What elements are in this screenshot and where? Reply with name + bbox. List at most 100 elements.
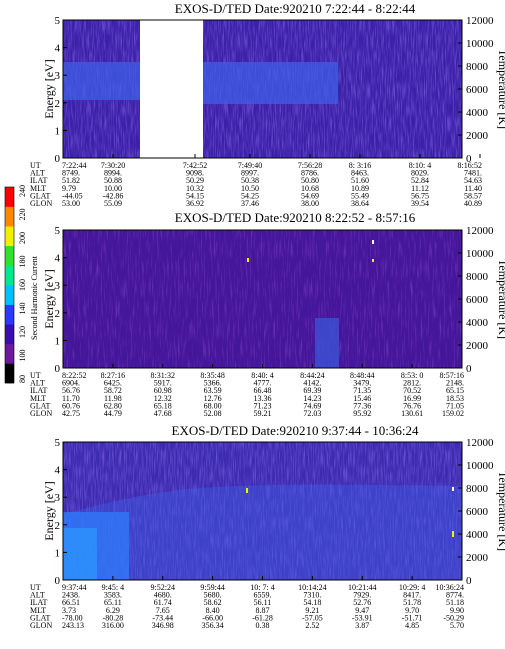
y-tick-label: 3 (55, 492, 61, 504)
table-cell: 52.84 (411, 176, 429, 185)
panel-1-data-gap (140, 20, 203, 158)
table-cell: -53.91 (352, 613, 373, 622)
table-cell: 56.76 (62, 386, 80, 395)
table-cell: 3.87 (355, 621, 369, 630)
table-cell: 8997. (241, 169, 259, 178)
table-row-label: GLON (30, 409, 52, 418)
table-cell: 7:30:20 (101, 161, 125, 170)
panel-3-y2label: Temperature [K] (496, 471, 505, 551)
panel-2-texture (63, 230, 462, 368)
colorbar-cell (5, 363, 14, 384)
table-cell: 8: 3:16 (349, 161, 371, 170)
table-cell: 4142. (303, 379, 321, 388)
table-cell: 54.69 (301, 191, 319, 200)
panel-3-ylabel: Energy [eV] (42, 481, 56, 540)
table-cell: 2.52 (305, 621, 319, 630)
table-cell: 12.32 (154, 394, 172, 403)
table-cell: 7.65 (156, 606, 170, 615)
table-cell: 9:59:44 (200, 583, 224, 592)
table-cell: 8:22:52 (62, 371, 86, 380)
table-cell: 5680. (204, 591, 222, 600)
y2-tick-label: 4000 (466, 107, 489, 119)
y2-tick-label: 8000 (466, 271, 489, 283)
table-cell: 9098. (186, 169, 204, 178)
table-cell: 44.79 (104, 409, 122, 418)
y2-tick-label: 8000 (466, 61, 489, 73)
table-cell: 63.59 (204, 386, 222, 395)
table-cell: 54.63 (464, 176, 482, 185)
y-tick-label: 0 (55, 575, 61, 587)
panel-3-envelope (63, 484, 462, 580)
panel-1-y2-axis: 0 2000 4000 6000 8000 10000 12000 (458, 15, 494, 165)
table-row-label: MLT (30, 394, 46, 403)
table-cell: 8.40 (206, 606, 220, 615)
colorbar-tick-label: 220 (18, 209, 27, 221)
colorbar-cell (5, 343, 14, 364)
table-cell: 243.13 (62, 621, 84, 630)
panel-2-y-axis: 0 1 2 3 4 5 (55, 225, 67, 375)
y2-tick-label: 0 (466, 363, 472, 375)
table-cell: 9.79 (62, 184, 76, 193)
table-row-label: ALT (30, 379, 45, 388)
table-cell: 0.38 (256, 621, 270, 630)
table-cell: -42.86 (103, 191, 124, 200)
table-cell: 58.72 (104, 386, 122, 395)
table-cell: 40.89 (464, 199, 482, 208)
table-cell: 65.18 (154, 401, 172, 410)
panel-3-spot-3 (452, 531, 454, 537)
table-cell: 7310. (303, 591, 321, 600)
panel-2-spot-1 (247, 258, 249, 262)
table-cell: 14.23 (303, 394, 321, 403)
table-cell: 42.75 (62, 409, 80, 418)
table-row-label: ILAT (30, 386, 47, 395)
table-cell: 8:48:44 (350, 371, 374, 380)
table-cell: 2812. (403, 379, 421, 388)
table-cell: 50.38 (241, 176, 259, 185)
table-cell: -51.71 (402, 613, 423, 622)
panel-1-y2label: Temperature [K] (496, 49, 505, 129)
table-cell: 58.62 (204, 598, 222, 607)
table-cell: 8:57:16 (440, 371, 464, 380)
colorbar-cell (5, 206, 14, 227)
table-row-label: ILAT (30, 598, 47, 607)
panel-1-title: EXOS-D/TED Date:920210 7:22:44 - 8:22:44 (175, 1, 416, 16)
table-cell: 5.70 (450, 621, 464, 630)
table-cell: 54.15 (186, 191, 204, 200)
table-cell: 356.34 (202, 621, 224, 630)
table-cell: 59.21 (254, 409, 272, 418)
table-cell: 50.80 (301, 176, 319, 185)
table-cell: 95.92 (353, 409, 371, 418)
y2-tick-label: 6000 (466, 84, 489, 96)
table-cell: 7929. (353, 591, 371, 600)
table-cell: 52.08 (204, 409, 222, 418)
table-cell: 6904. (62, 379, 80, 388)
y-tick-label: 1 (55, 335, 61, 347)
y2-tick-label: 4000 (466, 529, 489, 541)
y-tick-label: 1 (55, 547, 61, 559)
table-cell: 11.98 (104, 394, 122, 403)
table-cell: 51.82 (62, 176, 80, 185)
y2-tick-label: 10000 (466, 38, 494, 50)
table-cell: 10.00 (104, 184, 122, 193)
table-cell: 51.60 (351, 176, 369, 185)
table-cell: 11.12 (411, 184, 429, 193)
table-cell: 7:22:44 (62, 161, 86, 170)
colorbar-label: Second Harmonic Current (30, 255, 39, 340)
colorbar-tick-label: 140 (18, 303, 27, 315)
table-cell: -61.28 (252, 613, 273, 622)
panel-2-enhancement (315, 318, 339, 368)
table-cell: 10:29: 4 (399, 583, 425, 592)
y2-tick-label: 10000 (466, 248, 494, 260)
panel-3-title: EXOS-D/TED Date:920210 9:37:44 - 10:36:2… (172, 423, 419, 438)
colorbar-cell (5, 324, 14, 345)
table-cell: 4777. (254, 379, 272, 388)
table-row-label: GLON (30, 199, 52, 208)
table-cell: -66.00 (202, 613, 223, 622)
table-cell: 56.75 (411, 191, 429, 200)
table-cell: 8417. (403, 591, 421, 600)
y2-tick-label: 0 (466, 153, 472, 165)
table-cell: 51.18 (446, 598, 464, 607)
colorbar: 80 100 120 140 160 180 200 220 240 Second Harmon… (4, 185, 39, 384)
